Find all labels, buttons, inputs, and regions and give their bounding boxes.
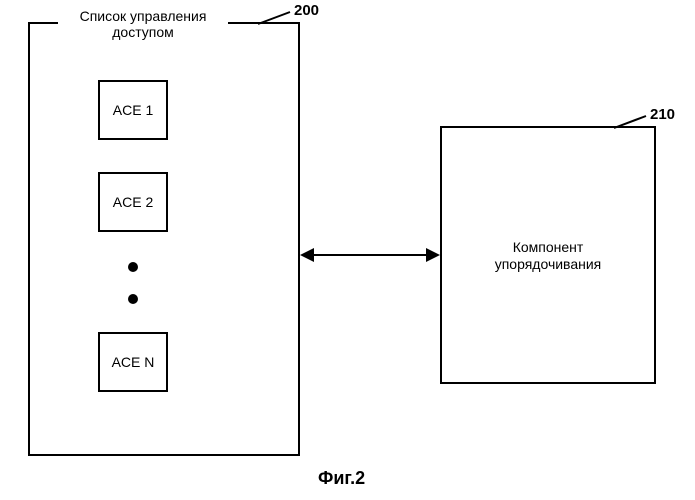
connector-arrow-icon [0, 0, 695, 500]
diagram-canvas: Список управления доступом 200 ACE 1 ACE… [0, 0, 695, 500]
figure-caption: Фиг.2 [318, 468, 365, 489]
